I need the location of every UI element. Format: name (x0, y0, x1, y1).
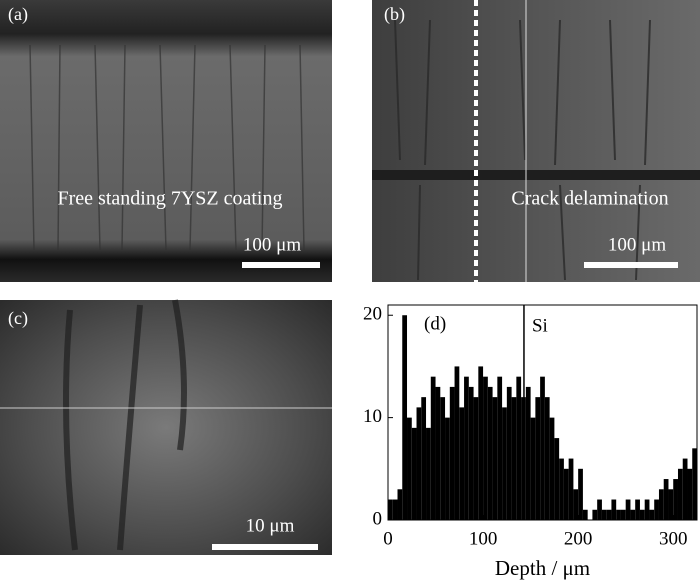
x-tick-label: 0 (383, 528, 393, 549)
bar (411, 427, 417, 520)
bar (692, 448, 697, 520)
x-axis-label: Depth / μm (495, 556, 590, 580)
bar (578, 468, 583, 520)
bar (416, 407, 422, 520)
bar (511, 397, 517, 520)
x-tick-label: 200 (564, 528, 593, 549)
panel-label: (b) (384, 4, 405, 25)
bar (597, 499, 602, 520)
bar (421, 397, 427, 520)
bar (473, 397, 479, 520)
bar (559, 458, 564, 520)
bar (464, 376, 469, 520)
caption: Crack delamination (511, 188, 668, 210)
bar (582, 509, 588, 520)
bar (592, 509, 598, 520)
scale-bar-label: 100 μm (243, 234, 301, 255)
bar (687, 468, 693, 520)
bar (616, 509, 621, 520)
bar (459, 407, 465, 520)
scale-bar (584, 262, 678, 268)
scale-bar (212, 544, 318, 550)
texture (394, 19, 651, 281)
bar (454, 366, 460, 520)
bar (483, 376, 488, 520)
panel-a: (a) Free standing 7YSZ coating 100 μm (0, 0, 332, 282)
y-tick-label: 10 (363, 406, 382, 427)
bar (440, 397, 446, 520)
scale-bar (242, 262, 320, 268)
bar (487, 386, 493, 520)
bar (630, 509, 636, 520)
bar (407, 417, 412, 520)
bar (673, 479, 678, 520)
y-tick-label: 20 (363, 304, 382, 325)
bar (563, 468, 569, 520)
plot-frame (387, 304, 698, 521)
panel-label: (d) (424, 313, 446, 334)
bar (639, 509, 645, 520)
bar (682, 458, 688, 520)
bar (601, 509, 607, 520)
bar (392, 499, 398, 520)
x-tick-label: 100 (469, 528, 498, 549)
bar (492, 397, 498, 520)
bar (497, 376, 503, 520)
bar (611, 499, 617, 520)
panel-b: (b) Crack delamination 100 μm (372, 0, 700, 282)
scale-bar-label: 10 μm (246, 515, 295, 536)
x-tick-label: 300 (659, 528, 688, 549)
bar (649, 509, 655, 520)
bar (445, 417, 450, 520)
bar (530, 417, 536, 520)
bar (502, 407, 507, 520)
bar (606, 509, 612, 520)
bar (568, 458, 574, 520)
bar (516, 376, 522, 520)
caption: Free standing 7YSZ coating (58, 188, 283, 210)
bar (573, 489, 579, 520)
bar (506, 386, 512, 520)
bar (478, 366, 484, 520)
bar (625, 499, 631, 520)
bar (544, 397, 550, 520)
bar (668, 489, 674, 520)
bar (430, 376, 436, 520)
bar (554, 438, 560, 520)
texture (63, 299, 187, 551)
texture (372, 170, 700, 180)
panel-c: (c) 10 μm (0, 299, 332, 555)
bar (663, 479, 669, 520)
bar (435, 386, 441, 520)
bar (449, 386, 455, 520)
bar (654, 499, 659, 520)
annotation-label: Si (532, 315, 548, 336)
bar (397, 489, 403, 520)
bar (388, 499, 393, 520)
sem-image (0, 300, 332, 555)
bar (644, 499, 650, 520)
y-tick-label: 0 (373, 508, 383, 529)
scale-bar-label: 100 μm (608, 234, 666, 255)
bar (677, 468, 683, 520)
bar (658, 489, 664, 520)
panel-label: (a) (8, 4, 28, 25)
bar (635, 499, 640, 520)
bar (549, 417, 555, 520)
texture (29, 44, 305, 251)
bar (525, 386, 531, 520)
bar (426, 427, 431, 520)
panel-label: (c) (8, 308, 28, 329)
bar (535, 397, 541, 520)
bar (468, 386, 474, 520)
bar (540, 376, 545, 520)
bar (402, 315, 408, 520)
bar (620, 509, 626, 520)
